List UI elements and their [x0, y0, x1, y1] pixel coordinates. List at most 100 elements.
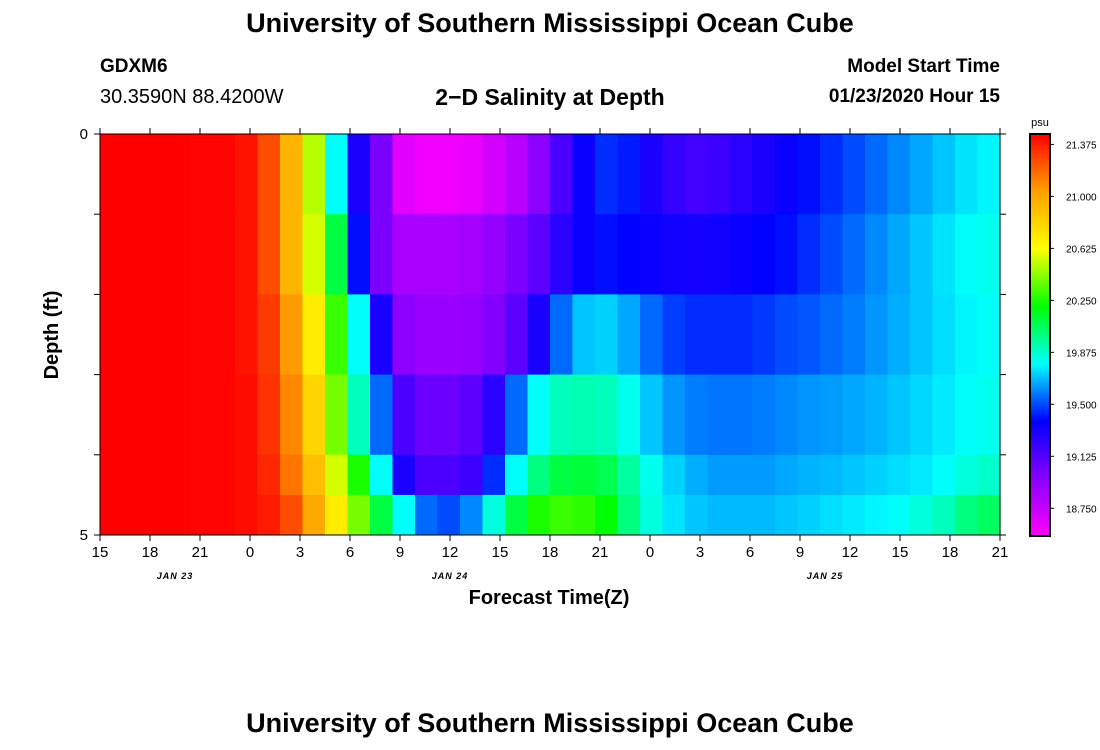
heatmap-cell: [145, 294, 169, 375]
heatmap-cell: [235, 294, 259, 375]
heatmap-cell: [122, 214, 146, 295]
heatmap-cell: [370, 454, 394, 496]
heatmap-cell: [370, 294, 394, 375]
heatmap-cell: [955, 454, 979, 496]
page-title: University of Southern Mississippi Ocean…: [246, 8, 854, 38]
x-tick-label: 15: [92, 544, 109, 561]
heatmap-cell: [257, 494, 281, 536]
heatmap-cell: [730, 374, 754, 456]
heatmap-cell: [932, 294, 956, 375]
heatmap-cell: [482, 454, 506, 496]
x-tick-label: 15: [492, 544, 509, 561]
heatmap-cell: [775, 294, 799, 375]
heatmap-cell: [775, 374, 799, 456]
heatmap-cell: [820, 294, 844, 375]
footer-title: University of Southern Mississippi Ocean…: [246, 708, 854, 738]
heatmap-cell: [910, 134, 934, 215]
heatmap-cell: [212, 454, 236, 496]
x-tick-label: 0: [646, 544, 654, 561]
heatmap-cell: [257, 374, 281, 456]
heatmap-cell: [167, 374, 191, 456]
heatmap-cell: [685, 214, 709, 295]
colorbar-unit: psu: [1031, 117, 1049, 129]
heatmap-cell: [842, 494, 866, 536]
heatmap-cell: [460, 134, 484, 215]
heatmap-cell: [212, 134, 236, 215]
heatmap-cell: [347, 294, 371, 375]
heatmap-cell: [640, 374, 664, 456]
heatmap-cell: [122, 134, 146, 215]
heatmap-cell: [190, 294, 214, 375]
heatmap-cell: [145, 374, 169, 456]
heatmap-cell: [257, 134, 281, 215]
heatmap-cell: [415, 374, 439, 456]
colorbar-label: 19.125: [1066, 452, 1097, 463]
heatmap-cell: [325, 374, 349, 456]
heatmap-cell: [572, 374, 596, 456]
heatmap-cell: [460, 454, 484, 496]
heatmap-cell: [640, 454, 664, 496]
heatmap-cell: [662, 494, 686, 536]
heatmap-cell: [820, 454, 844, 496]
heatmap-cell: [707, 454, 731, 496]
heatmap-cell: [437, 374, 461, 456]
heatmap-cell: [910, 494, 934, 536]
heatmap-cell: [415, 214, 439, 295]
heatmap-cell: [775, 454, 799, 496]
heatmap-cell: [910, 454, 934, 496]
colorbar-label: 21.000: [1066, 192, 1097, 203]
heatmap-cell: [190, 494, 214, 536]
heatmap-cell: [482, 494, 506, 536]
heatmap-cell: [280, 374, 304, 456]
heatmap-cell: [685, 134, 709, 215]
heatmap-cell: [505, 294, 529, 375]
heatmap-cell: [910, 214, 934, 295]
heatmap-cell: [235, 214, 259, 295]
heatmap-cell: [640, 134, 664, 215]
heatmap-cell: [302, 374, 326, 456]
heatmap-cell: [865, 454, 889, 496]
heatmap-cell: [550, 134, 574, 215]
heatmap-cell: [415, 454, 439, 496]
heatmap-cell: [100, 134, 124, 215]
x-tick-label: 21: [592, 544, 609, 561]
model-start-label: Model Start Time: [847, 56, 1000, 77]
heatmap-cell: [707, 134, 731, 215]
heatmap-cell: [280, 494, 304, 536]
colorbar-label: 20.250: [1066, 296, 1097, 307]
heatmap-cell: [820, 134, 844, 215]
heatmap-cell: [212, 494, 236, 536]
heatmap-cell: [752, 214, 776, 295]
x-axis-label: Forecast Time(Z): [469, 587, 630, 609]
heatmap-cell: [527, 374, 551, 456]
heatmap-cell: [887, 374, 911, 456]
colorbar-label: 19.500: [1066, 400, 1097, 411]
heatmap-cell: [730, 294, 754, 375]
heatmap-cell: [347, 454, 371, 496]
heatmap-cell: [190, 214, 214, 295]
heatmap-cell: [640, 294, 664, 375]
heatmap-cell: [392, 134, 416, 215]
heatmap-cell: [797, 134, 821, 215]
heatmap-cell: [100, 494, 124, 536]
heatmap-cell: [842, 214, 866, 295]
x-tick-label: 0: [246, 544, 254, 561]
heatmap-cell: [347, 494, 371, 536]
heatmap-cell: [865, 294, 889, 375]
heatmap-cell: [595, 134, 619, 215]
heatmap-cell: [235, 454, 259, 496]
heatmap-cell: [730, 134, 754, 215]
heatmap-cell: [325, 214, 349, 295]
heatmap-cell: [460, 294, 484, 375]
heatmap-cell: [257, 214, 281, 295]
heatmap-cell: [550, 294, 574, 375]
heatmap-cell: [887, 454, 911, 496]
heatmap-cell: [572, 294, 596, 375]
heatmap-cell: [595, 374, 619, 456]
station-coordinates: 30.3590N 88.4200W: [100, 86, 284, 108]
heatmap-cell: [685, 494, 709, 536]
heatmap-cell: [932, 134, 956, 215]
x-tick-label: 21: [992, 544, 1009, 561]
heatmap-cell: [977, 374, 1001, 456]
heatmap-cell: [145, 494, 169, 536]
